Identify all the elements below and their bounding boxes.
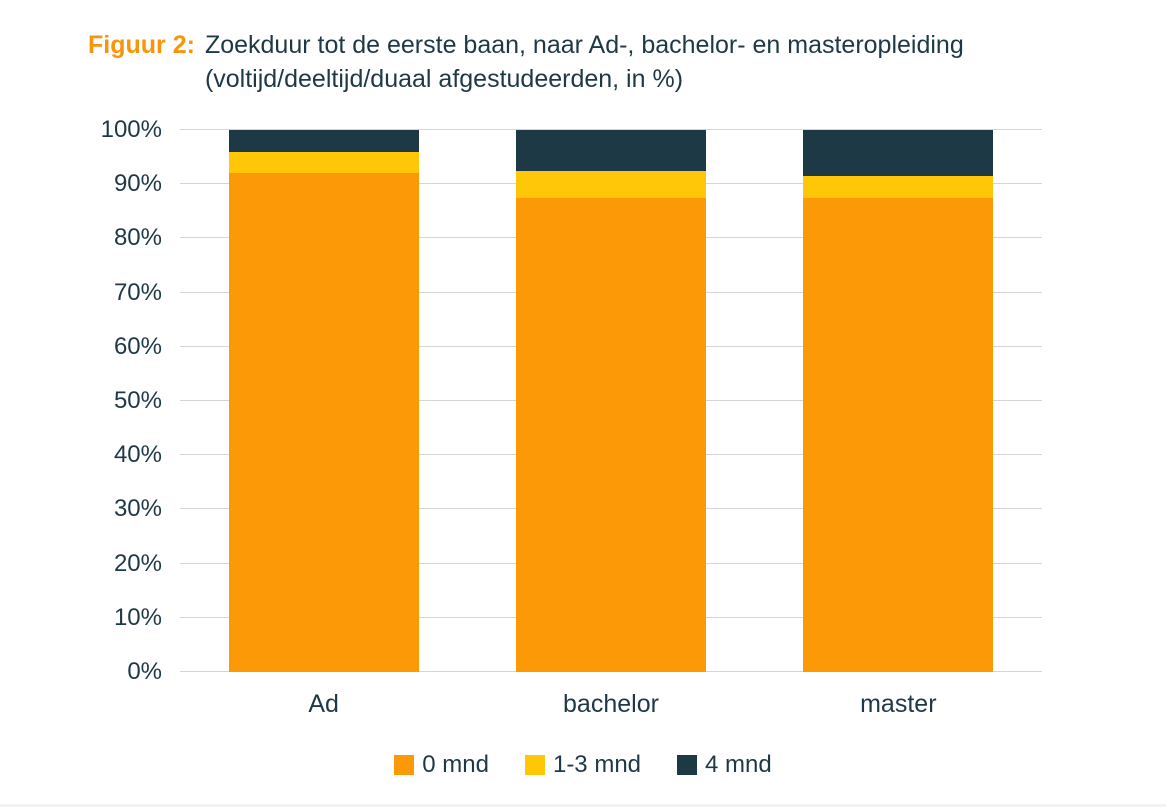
figure-title-line2: (voltijd/deeltijd/duaal afgestudeerden, … [204, 65, 684, 93]
bar-segment-bachelor-1-3-mnd [515, 170, 706, 198]
bar-segment-master-4-mnd [803, 130, 994, 177]
y-axis-tick-label: 0% [127, 658, 162, 685]
bar-segment-bachelor-0-mnd [515, 197, 706, 672]
figure-title-line1: Zoekduur tot de eerste baan, naar Ad-, b… [204, 31, 964, 59]
legend: 0 mnd 1-3 mnd 4 mnd [0, 751, 1166, 779]
y-axis-tick-label: 20% [113, 549, 162, 577]
x-axis-category-label-Ad: Ad [308, 690, 339, 718]
y-axis-tick-label: 80% [113, 224, 162, 252]
bar-Ad [228, 130, 419, 672]
bar-segment-master-1-3-mnd [803, 176, 994, 198]
y-axis: 0% 10% 20% 30% 40% 50% 60% 70% 80% 90% 100% [58, 116, 162, 685]
legend-item-0-mnd: 0 mnd [394, 751, 489, 779]
bar-column-master [755, 130, 1042, 672]
bar-column-bachelor [467, 130, 754, 672]
figure-label: Figuur 2: [88, 31, 195, 59]
bars-row [180, 130, 1042, 672]
legend-item-1-3-mnd: 1-3 mnd [524, 751, 642, 779]
figure-title: Figuur 2: Zoekduur tot de eerste baan, n… [88, 28, 964, 96]
legend-label: 0 mnd [422, 751, 489, 778]
bar-segment-bachelor-4-mnd [515, 130, 706, 171]
legend-label: 4 mnd [705, 751, 772, 778]
legend-label: 1-3 mnd [552, 751, 642, 778]
bar-bachelor [515, 130, 706, 672]
bottom-edge-divider [0, 804, 1166, 807]
bar-segment-master-0-mnd [803, 197, 994, 672]
y-axis-tick-label: 100% [100, 116, 162, 143]
y-axis-tick-label: 70% [113, 278, 162, 306]
y-axis-tick-label: 30% [113, 495, 162, 523]
bar-segment-Ad-1-3-mnd [228, 151, 419, 174]
x-axis-category-label-master: master [860, 690, 937, 718]
plot-area [180, 129, 1042, 672]
x-axis: Ad bachelor master [180, 690, 1042, 719]
gridline [180, 129, 1042, 130]
legend-swatch [524, 755, 545, 775]
y-axis-tick-label: 10% [113, 603, 162, 631]
legend-swatch [394, 755, 415, 775]
y-axis-tick-label: 40% [113, 441, 162, 469]
y-axis-tick-label: 50% [113, 387, 162, 414]
bar-segment-Ad-0-mnd [228, 173, 419, 672]
x-axis-category-label-bachelor: bachelor [563, 690, 659, 718]
legend-swatch [677, 755, 698, 775]
y-axis-tick-label: 60% [113, 332, 162, 360]
figure-title-text: Zoekduur tot de eerste baan, naar Ad-, b… [205, 28, 964, 96]
legend-item-4-mnd: 4 mnd [677, 751, 772, 779]
bar-master [803, 130, 994, 672]
y-axis-tick-label: 90% [113, 170, 162, 198]
bar-segment-Ad-4-mnd [228, 130, 419, 152]
bar-column-Ad [180, 130, 467, 672]
